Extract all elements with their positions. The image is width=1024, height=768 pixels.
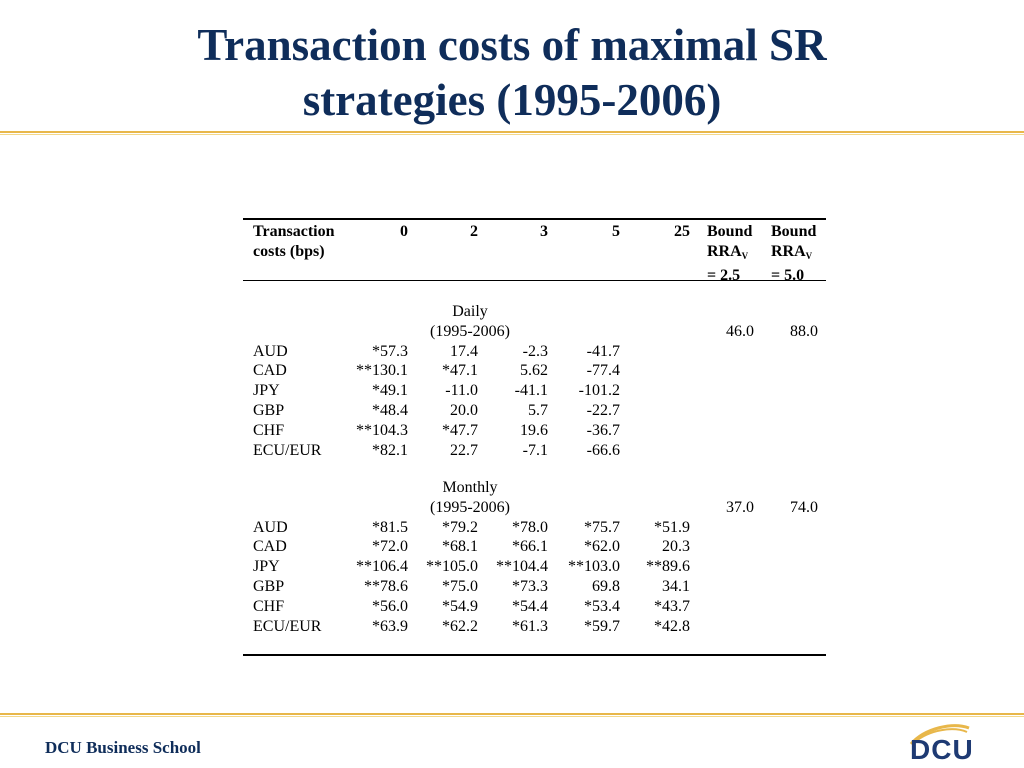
table-cell: -7.1	[522, 441, 548, 459]
table-cell: **78.6	[364, 578, 408, 595]
table-cell: **89.6	[646, 558, 690, 576]
section-period: (1995-2006)	[430, 498, 510, 516]
table-cell: -41.7	[586, 342, 620, 360]
table-cell: *72.0	[372, 538, 408, 556]
table-cell: **130.1	[356, 362, 408, 380]
table-cell: *81.5	[372, 518, 408, 536]
table-cell: 22.7	[450, 441, 478, 459]
table-cell: -22.7	[586, 402, 620, 419]
table-cell: *47.7	[442, 421, 478, 439]
table-cell: *43.7	[654, 597, 690, 615]
table-cell: *42.8	[654, 617, 690, 635]
header-col-5: 5	[612, 223, 620, 240]
table-cell: **106.4	[356, 558, 408, 576]
section-name: Monthly	[442, 479, 498, 496]
table-cell: *62.2	[442, 617, 478, 635]
header-col-2: 2	[470, 223, 478, 240]
table-cell: 20.0	[450, 402, 478, 419]
header-bound-5-0: Bound RRAV = 5.0	[771, 223, 817, 284]
table-cell: -41.1	[514, 382, 548, 400]
row-label: JPY	[253, 558, 280, 576]
section-bound-5-0: 74.0	[790, 498, 818, 516]
table-cell: *48.4	[372, 402, 408, 419]
row-label: AUD	[253, 518, 288, 536]
bottom-divider	[0, 713, 1024, 715]
dcu-logo-swoosh	[909, 724, 970, 746]
table-cell: 5.62	[520, 362, 548, 380]
table-cell: 5.7	[528, 402, 548, 419]
section-bound-5-0: 88.0	[790, 322, 818, 340]
table-cell: -11.0	[445, 382, 478, 400]
table-cell: *47.1	[442, 362, 478, 380]
table-cell: *61.3	[512, 617, 548, 635]
table-cell: **104.3	[356, 421, 408, 439]
header-bound-2-5: Bound RRAV = 2.5	[707, 223, 753, 284]
table-cell: *68.1	[442, 538, 478, 556]
section-period: (1995-2006)	[430, 322, 510, 340]
table-cell: *75.0	[442, 578, 478, 595]
table-cell: -77.4	[586, 362, 620, 380]
table-header-rule	[243, 280, 826, 281]
table-cell: 34.1	[662, 578, 690, 595]
row-label: JPY	[253, 382, 280, 400]
table-cell: -2.3	[522, 342, 548, 360]
table-cell: **104.4	[496, 558, 548, 576]
table-cell: -101.2	[578, 382, 620, 400]
table-cell: *54.4	[512, 597, 548, 615]
row-label: GBP	[253, 578, 285, 595]
header-label: Transaction costs (bps)	[253, 223, 335, 260]
table-cell: *66.1	[512, 538, 548, 556]
table-cell: *51.9	[654, 518, 690, 536]
row-label: CAD	[253, 362, 287, 380]
row-label: CAD	[253, 538, 287, 556]
table-top-rule	[243, 218, 826, 220]
table-cell: *75.7	[584, 518, 620, 536]
table-cell: **103.0	[568, 558, 620, 576]
title-line-2: strategies (1995-2006)	[302, 75, 722, 125]
header-col-0: 0	[400, 223, 408, 240]
row-label: GBP	[253, 402, 285, 419]
table-cell: -36.7	[586, 421, 620, 439]
table-cell: -66.6	[586, 441, 620, 459]
table-cell: *57.3	[372, 342, 408, 360]
table-cell: **105.0	[426, 558, 478, 576]
section-name: Daily	[452, 303, 488, 320]
row-label: ECU/EUR	[253, 441, 322, 459]
slide-title: Transaction costs of maximal SR strategi…	[0, 18, 1024, 128]
row-label: CHF	[253, 597, 285, 615]
table-cell: 20.3	[662, 538, 690, 556]
title-line-1: Transaction costs of maximal SR	[197, 20, 827, 70]
top-divider-light	[0, 134, 1024, 135]
table-cell: *53.4	[584, 597, 620, 615]
table-cell: *78.0	[512, 518, 548, 536]
bottom-divider-light	[0, 716, 1024, 717]
table-cell: 69.8	[592, 578, 620, 595]
footer-school-name: DCU Business School	[45, 738, 201, 757]
section-bound-2-5: 37.0	[726, 498, 754, 516]
table-bottom-rule	[243, 654, 826, 656]
top-divider	[0, 131, 1024, 133]
table-cell: *54.9	[442, 597, 478, 615]
section-bound-2-5: 46.0	[726, 322, 754, 340]
dcu-logo-text: DCU	[910, 734, 974, 765]
row-label: CHF	[253, 421, 285, 439]
table-cell: *73.3	[512, 578, 548, 595]
row-label: AUD	[253, 342, 288, 360]
table-cell: 19.6	[520, 421, 548, 439]
table-cell: *62.0	[584, 538, 620, 556]
table-cell: *49.1	[372, 382, 408, 400]
header-col-25: 25	[674, 223, 690, 240]
row-label: ECU/EUR	[253, 617, 322, 635]
table-cell: *79.2	[442, 518, 478, 536]
table-cell: *56.0	[372, 597, 408, 615]
table-cell: *59.7	[584, 617, 620, 635]
table-cell: *82.1	[372, 441, 408, 459]
header-col-3: 3	[540, 223, 548, 240]
table-cell: 17.4	[450, 342, 478, 360]
table-cell: *63.9	[372, 617, 408, 635]
